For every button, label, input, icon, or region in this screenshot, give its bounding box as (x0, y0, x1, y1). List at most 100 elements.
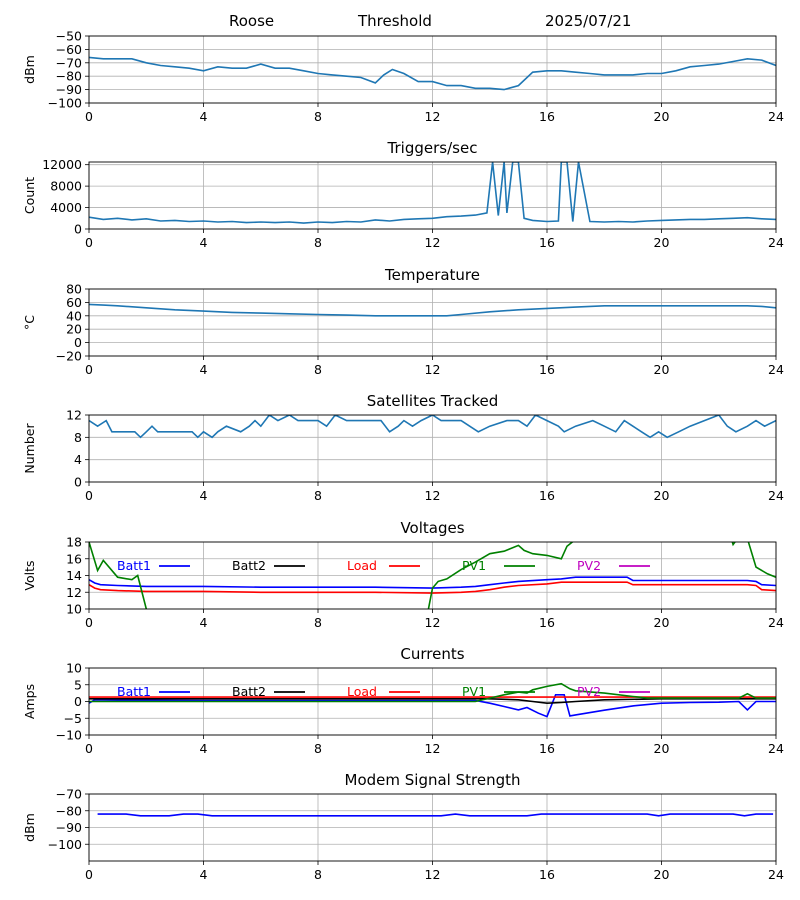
y-tick-label: −60 (56, 42, 82, 57)
x-tick-label: 12 (425, 615, 441, 630)
series-line-load (89, 581, 776, 594)
y-tick-label: −90 (56, 820, 82, 835)
series-line-batt1 (89, 576, 776, 589)
x-tick-label: 0 (85, 867, 93, 882)
x-tick-label: 8 (314, 362, 322, 377)
series-line (89, 415, 776, 439)
legend-label-load: Load (347, 684, 377, 699)
x-tick-label: 24 (768, 362, 784, 377)
y-tick-label: −80 (56, 69, 82, 84)
chart-title: Modem Signal Strength (345, 771, 521, 789)
x-tick-label: 4 (200, 488, 208, 503)
x-tick-label: 8 (314, 867, 322, 882)
chart-satellites: 0 4 8 12 16 20 24 0 4 8 12 Satellites Tracked Number (22, 392, 784, 503)
x-tick-label: 4 (200, 109, 208, 124)
chart-title: Satellites Tracked (367, 392, 498, 410)
series-line (89, 56, 776, 91)
x-tick-label: 12 (425, 741, 441, 756)
x-tick-label: 20 (654, 362, 670, 377)
x-tick-label: 4 (200, 615, 208, 630)
legend-label-pv2: PV2 (577, 684, 601, 699)
x-tick-label: 8 (314, 488, 322, 503)
legend-label-pv1: PV1 (462, 684, 486, 699)
x-tick-label: 12 (425, 362, 441, 377)
x-tick-label: 0 (85, 362, 93, 377)
x-tick-label: 12 (425, 109, 441, 124)
header-middle-label: Threshold (358, 12, 432, 30)
y-tick-label: 60 (66, 295, 82, 310)
figure-header: Roose Threshold 2025/07/21 (0, 0, 800, 36)
y-tick-label: 8 (74, 430, 82, 445)
chart-title: Currents (400, 645, 464, 663)
x-tick-label: 16 (539, 488, 555, 503)
series-line-pv1 (89, 682, 776, 703)
x-tick-label: 8 (314, 615, 322, 630)
y-tick-label: 16 (66, 551, 82, 566)
y-axis-label: Number (22, 423, 37, 474)
legend-label-load: Load (347, 558, 377, 573)
legend-label-pv1: PV1 (462, 558, 486, 573)
x-tick-label: 24 (768, 109, 784, 124)
x-tick-label: 20 (654, 741, 670, 756)
chart-modem: 0 4 8 12 16 20 24 −100 −90 −80−70 Modem Signal Str… (22, 771, 784, 882)
x-tick-label: 24 (768, 488, 784, 503)
y-tick-label: 4 (74, 452, 82, 467)
legend-label-pv2: PV2 (577, 558, 601, 573)
station-name: Roose (229, 12, 275, 30)
x-tick-label: 0 (85, 109, 93, 124)
chart-title: Temperature (384, 266, 480, 284)
y-tick-label: 10 (66, 602, 82, 617)
y-tick-label: 14 (66, 568, 82, 583)
series-line (89, 303, 776, 317)
x-tick-label: 0 (85, 235, 93, 250)
y-tick-label: 12 (66, 408, 82, 423)
x-tick-label: 24 (768, 235, 784, 250)
y-tick-label: −100 (48, 837, 82, 852)
y-tick-label: −70 (56, 787, 82, 802)
x-tick-label: 0 (85, 741, 93, 756)
x-tick-label: 4 (200, 235, 208, 250)
x-tick-label: 8 (314, 741, 322, 756)
y-tick-label: 12000 (42, 157, 82, 172)
y-tick-label: 8000 (50, 179, 82, 194)
y-axis-label: dBm (22, 813, 37, 842)
y-tick-label: −50 (56, 29, 82, 44)
y-tick-label: 0 (74, 694, 82, 709)
y-tick-label: −80 (56, 803, 82, 818)
series-line-pv1 (89, 542, 776, 609)
y-tick-label: 0 (74, 475, 82, 490)
header-date: 2025/07/21 (545, 12, 632, 30)
x-tick-label: 0 (85, 615, 93, 630)
y-tick-label: −5 (64, 711, 82, 726)
x-tick-label: 4 (200, 867, 208, 882)
chart-triggers: 0 4 8 12 16 20 24 0 4000 8000 12000 Triggers/sec Cou… (22, 139, 784, 250)
x-tick-label: 20 (654, 615, 670, 630)
legend-label-batt1: Batt1 (117, 558, 151, 573)
x-tick-label: 24 (768, 741, 784, 756)
x-tick-label: 16 (539, 615, 555, 630)
y-axis-label: Volts (22, 560, 37, 590)
y-tick-label: −70 (56, 55, 82, 70)
y-tick-label: 80 (66, 282, 82, 297)
x-tick-label: 24 (768, 867, 784, 882)
x-tick-label: 0 (85, 488, 93, 503)
y-tick-label: −90 (56, 82, 82, 97)
x-tick-label: 20 (654, 488, 670, 503)
series-line-batt1 (89, 693, 776, 718)
x-tick-label: 20 (654, 235, 670, 250)
y-tick-label: 18 (66, 535, 82, 550)
series-line-batt2 (89, 697, 776, 705)
x-tick-label: 4 (200, 741, 208, 756)
x-tick-label: 20 (654, 109, 670, 124)
y-tick-label: 0 (74, 335, 82, 350)
x-tick-label: 16 (539, 362, 555, 377)
chart-title: Triggers/sec (387, 139, 478, 157)
legend-label-batt2: Batt2 (232, 684, 266, 699)
x-tick-label: 12 (425, 488, 441, 503)
y-tick-label: 12 (66, 585, 82, 600)
y-axis-label: Count (22, 177, 37, 214)
